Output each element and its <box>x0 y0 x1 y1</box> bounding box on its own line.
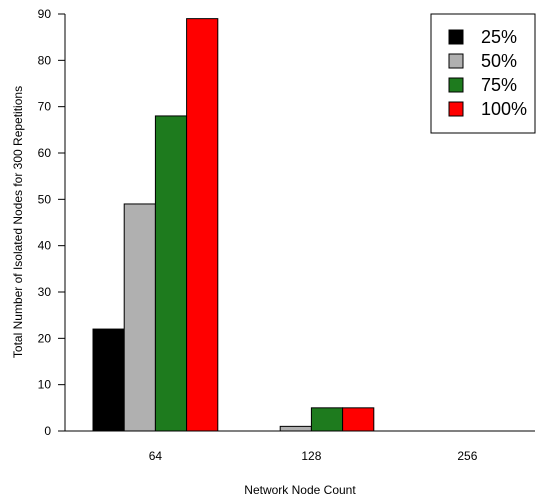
legend-swatch-50pct <box>448 53 464 69</box>
bar-64-75pct <box>154 115 188 432</box>
legend-label-100pct: 100% <box>481 99 527 119</box>
x-tick-label-64: 64 <box>149 449 163 463</box>
x-axis-title: Network Node Count <box>244 483 356 497</box>
legend-label-75pct: 75% <box>481 75 517 95</box>
bar-64-25pct <box>92 328 125 432</box>
y-tick-label: 30 <box>38 285 52 299</box>
legend-box <box>430 13 536 134</box>
legend-swatch-25pct <box>448 29 464 45</box>
legend-label-25pct: 25% <box>481 27 517 47</box>
y-tick-label: 90 <box>38 7 52 21</box>
x-tick-label-128: 128 <box>301 449 321 463</box>
y-tick-label: 0 <box>44 424 51 438</box>
bar-128-100pct <box>342 407 375 432</box>
y-tick-label: 70 <box>38 100 52 114</box>
legend-label-50pct: 50% <box>481 51 517 71</box>
bar-128-75pct <box>310 407 344 432</box>
y-tick-label: 50 <box>38 192 52 206</box>
x-tick-label-256: 256 <box>457 449 477 463</box>
legend-swatch-75pct <box>448 77 464 93</box>
y-tick-label: 80 <box>38 53 52 67</box>
y-tick-label: 20 <box>38 331 52 345</box>
bars <box>92 18 375 432</box>
legend-swatch-100pct <box>448 101 464 117</box>
bar-64-100pct <box>186 18 219 432</box>
legend: 25% 50% 75% 100% <box>430 13 536 134</box>
bar-64-50pct <box>123 203 156 432</box>
bar-128-50pct <box>279 425 312 432</box>
x-axis-tick-labels: 64 128 256 <box>149 449 478 463</box>
y-axis-title: Total Number of Isolated Nodes for 300 R… <box>11 86 25 358</box>
y-tick-label: 40 <box>38 239 52 253</box>
y-tick-label: 60 <box>38 146 52 160</box>
y-tick-label: 10 <box>38 378 52 392</box>
y-axis-ticks: 0 10 20 30 40 50 60 70 80 90 <box>38 7 65 438</box>
